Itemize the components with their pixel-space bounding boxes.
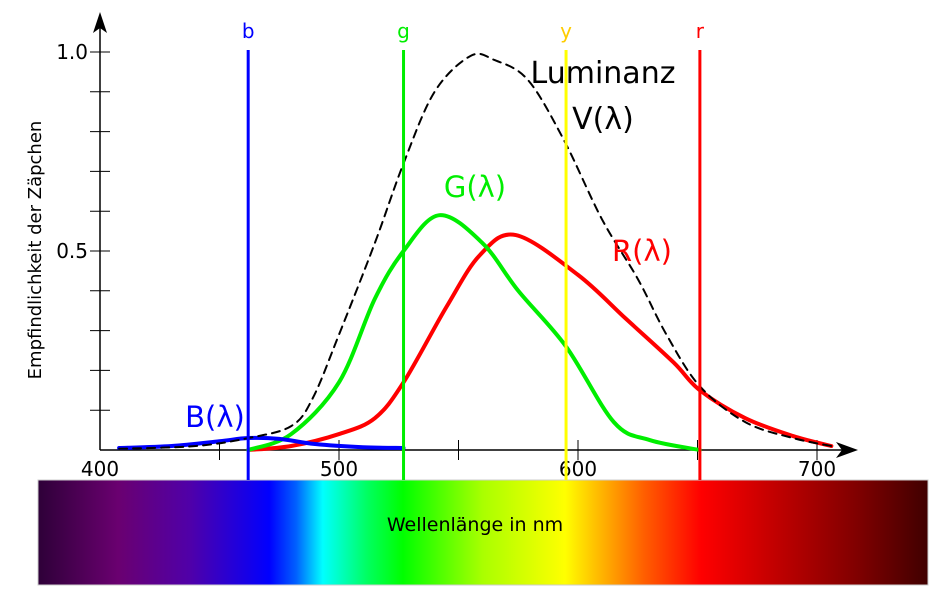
x-axis-arrow-icon [836,442,858,458]
y-axis-arrow-icon [93,12,107,33]
curve-b [117,435,406,451]
marker-label-b: b [242,19,255,43]
curves [117,52,834,452]
curve-v [118,52,833,450]
label-g-curve: G(λ) [444,170,506,204]
label-luminanz: Luminanz [531,56,676,91]
curve-r [246,232,834,452]
marker-label-y: y [560,19,572,43]
label-v-curve: V(λ) [572,102,634,137]
label-r-curve: R(λ) [612,234,672,268]
marker-label-r: r [696,19,705,43]
y-tick-label: 0.5 [56,239,88,263]
spectrum-bar [37,479,929,586]
x-tick-label: 400 [81,457,119,481]
y-axis-label: Empfindlichkeit der Zäpchen [25,121,46,380]
label-b-curve: B(λ) [185,400,245,434]
x-axis-label: Wellenlänge in nm [387,514,563,536]
x-tick-label: 500 [320,457,358,481]
x-tick-label: 700 [798,457,836,481]
curve-g [246,213,702,452]
marker-label-g: g [397,19,410,43]
y-tick-label: 1.0 [56,40,88,64]
